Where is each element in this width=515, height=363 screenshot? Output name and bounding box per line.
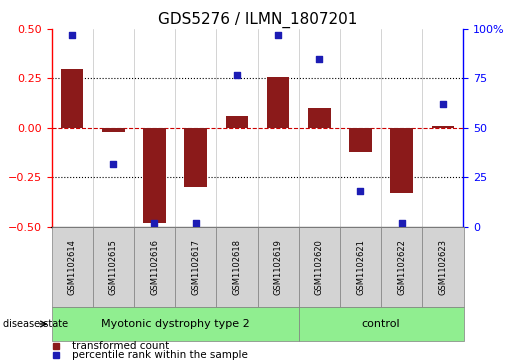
Bar [432, 126, 454, 128]
Bar [102, 128, 125, 132]
Text: GSM1102619: GSM1102619 [273, 239, 283, 295]
Bar [143, 128, 166, 223]
Text: transformed count: transformed count [72, 341, 169, 351]
Point [398, 220, 406, 226]
Point [356, 188, 365, 194]
Bar [258, 227, 299, 307]
Bar [216, 227, 258, 307]
Bar [184, 128, 207, 187]
Text: Myotonic dystrophy type 2: Myotonic dystrophy type 2 [101, 319, 249, 329]
Text: GSM1102623: GSM1102623 [438, 239, 448, 295]
Bar [422, 227, 464, 307]
Point [439, 101, 447, 107]
Bar [93, 227, 134, 307]
Text: GSM1102617: GSM1102617 [191, 239, 200, 295]
Text: GSM1102622: GSM1102622 [397, 239, 406, 295]
Point [233, 72, 241, 77]
Title: GDS5276 / ILMN_1807201: GDS5276 / ILMN_1807201 [158, 12, 357, 28]
Bar [226, 116, 248, 128]
Bar [52, 307, 299, 341]
Bar [340, 227, 381, 307]
Bar [308, 108, 331, 128]
Text: GSM1102621: GSM1102621 [356, 239, 365, 295]
Text: percentile rank within the sample: percentile rank within the sample [72, 350, 248, 360]
Point [68, 32, 76, 38]
Bar [381, 227, 422, 307]
Text: control: control [362, 319, 401, 329]
Bar [175, 227, 216, 307]
Text: disease state: disease state [3, 319, 67, 329]
Point [192, 220, 200, 226]
Bar [61, 69, 83, 128]
Text: GSM1102614: GSM1102614 [67, 239, 77, 295]
Bar [52, 227, 93, 307]
Text: GSM1102616: GSM1102616 [150, 239, 159, 295]
Text: GSM1102620: GSM1102620 [315, 239, 324, 295]
Text: GSM1102615: GSM1102615 [109, 239, 118, 295]
Bar [299, 307, 464, 341]
Point [109, 161, 117, 167]
Bar [267, 77, 289, 128]
Bar [390, 128, 413, 193]
Point [150, 220, 159, 226]
Point [315, 56, 323, 62]
Bar [349, 128, 372, 152]
Point [274, 32, 282, 38]
Bar [299, 227, 340, 307]
Text: GSM1102618: GSM1102618 [232, 239, 242, 295]
Bar [134, 227, 175, 307]
